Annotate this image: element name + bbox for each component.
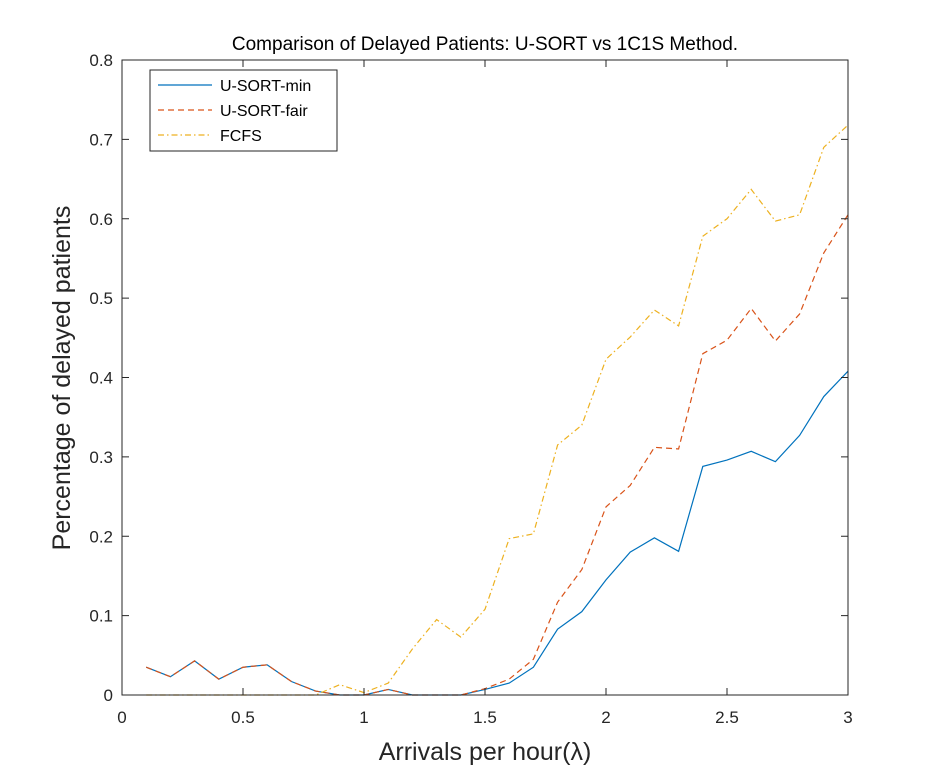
x-tick-label: 0: [117, 708, 126, 727]
x-tick-label: 1.5: [473, 708, 497, 727]
y-axis-ticks: 0 0.1 0.2 0.3 0.4 0.5 0.6 0.7 0.8: [89, 51, 848, 705]
x-tick-label: 0.5: [231, 708, 255, 727]
y-tick-label: 0.3: [89, 448, 113, 467]
series-line-3: [146, 124, 849, 696]
legend: U-SORT-min U-SORT-fair FCFS: [149, 69, 338, 152]
x-axis-label: Arrivals per hour(λ): [379, 738, 592, 766]
y-tick-label: 0.5: [89, 289, 113, 308]
y-tick-label: 0.4: [89, 369, 113, 388]
legend-label-3: FCFS: [220, 128, 262, 145]
x-tick-label: 1: [359, 708, 368, 727]
x-tick-label: 2: [601, 708, 610, 727]
legend-label-2: U-SORT-fair: [220, 103, 308, 120]
x-axis-ticks: 0 0.5 1 1.5 2 2.5 3: [117, 60, 853, 727]
y-axis-label: Percentage of delayed patients: [48, 206, 76, 551]
y-tick-label: 0.8: [89, 51, 113, 70]
series-layer: [145, 124, 849, 696]
x-tick-label: 2.5: [715, 708, 739, 727]
y-tick-label: 0.7: [89, 130, 113, 149]
y-tick-label: 0: [104, 686, 113, 705]
series-line-2: [145, 214, 849, 696]
x-tick-label: 3: [843, 708, 852, 727]
y-tick-label: 0.1: [89, 607, 113, 626]
plot-area: [122, 60, 848, 695]
y-tick-label: 0.6: [89, 210, 113, 229]
legend-label-1: U-SORT-min: [220, 78, 311, 95]
y-tick-label: 0.2: [89, 527, 113, 546]
chart-title: Comparison of Delayed Patients: U-SORT v…: [232, 34, 738, 55]
